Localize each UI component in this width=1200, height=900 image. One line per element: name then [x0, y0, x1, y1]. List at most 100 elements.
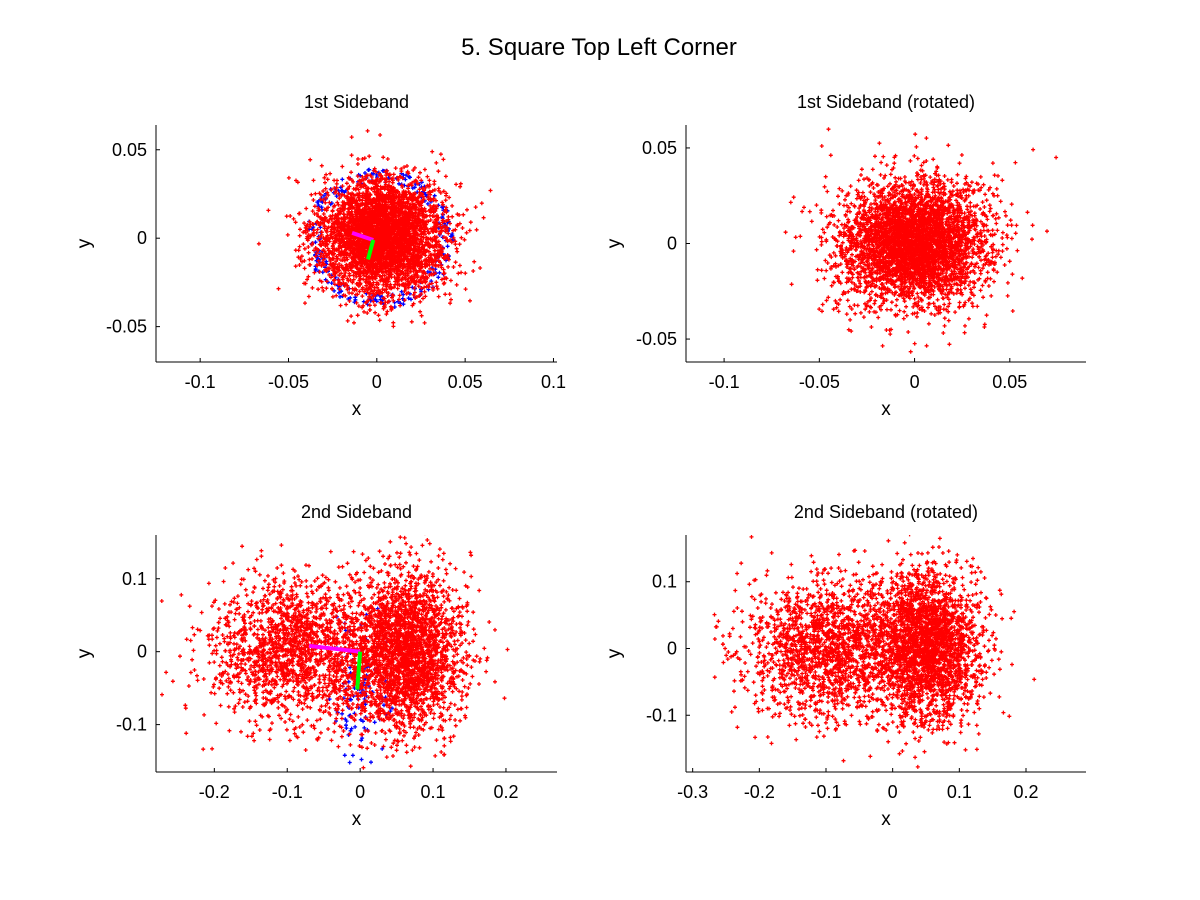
scatter-point — [425, 201, 430, 206]
scatter-point — [346, 200, 351, 205]
scatter-point — [371, 294, 376, 299]
scatter-point — [402, 289, 407, 293]
scatter-point — [329, 275, 333, 280]
scatter-point — [989, 293, 994, 298]
scatter-point — [345, 245, 349, 249]
scatter-point — [338, 294, 342, 299]
scatter-point — [429, 226, 433, 231]
scatter-point — [448, 301, 453, 306]
scatter-point — [472, 259, 477, 264]
scatter-point — [436, 169, 441, 174]
scatter-point — [350, 280, 355, 285]
scatter-point — [449, 297, 453, 302]
scatter-point — [378, 300, 383, 305]
scatter-point — [316, 258, 321, 263]
scatter-point — [337, 268, 342, 273]
scatter-point — [389, 245, 394, 250]
scatter-point — [362, 289, 367, 294]
scatter-point — [467, 228, 472, 233]
scatter-point — [391, 298, 396, 303]
scatter-point — [416, 253, 421, 258]
scatter-point — [427, 213, 432, 218]
scatter-point — [408, 222, 413, 227]
scatter-point — [380, 277, 385, 282]
scatter-point — [417, 187, 422, 192]
scatter-point — [333, 236, 338, 241]
scatter-point — [456, 271, 461, 276]
scatter-point — [342, 206, 347, 211]
scatter-point — [361, 299, 366, 304]
scatter-point — [428, 253, 433, 258]
scatter-point — [339, 216, 344, 221]
scatter-point — [468, 298, 472, 303]
scatter-point — [409, 297, 413, 302]
scatter-point — [307, 219, 312, 224]
scatter-point — [303, 301, 307, 306]
scatter-point — [338, 303, 343, 308]
scatter-point — [453, 260, 458, 265]
scatter-point — [403, 286, 408, 291]
scatter-point — [420, 264, 425, 269]
scatter-point — [367, 291, 372, 296]
scatter-point — [415, 181, 420, 186]
scatter-point — [339, 282, 344, 287]
scatter-point — [463, 271, 468, 276]
scatter-point — [398, 227, 403, 232]
scatter-point — [366, 168, 371, 172]
scatter-point — [429, 281, 434, 286]
scatter-point — [337, 225, 342, 230]
scatter-point — [441, 246, 445, 251]
scatter-point — [852, 303, 857, 308]
series-1 — [783, 127, 1059, 354]
scatter-point — [344, 267, 349, 272]
scatter-point — [403, 209, 407, 214]
scatter-point — [471, 269, 476, 273]
scatter-point — [361, 227, 366, 232]
scatter-point — [294, 178, 298, 183]
scatter-point — [313, 268, 318, 273]
scatter-point — [359, 178, 364, 183]
scatter-point — [446, 264, 451, 269]
scatter-point — [371, 229, 376, 233]
scatter-point — [402, 218, 407, 223]
scatter-point — [334, 259, 339, 264]
scatter-point — [336, 202, 341, 207]
scatter-point — [361, 212, 366, 217]
scatter-point — [419, 262, 424, 267]
scatter-point — [418, 248, 423, 253]
scatter-point — [342, 221, 346, 226]
scatter-point — [382, 219, 387, 223]
scatter-point — [835, 225, 840, 229]
scatter-point — [361, 277, 366, 282]
scatter-point — [406, 296, 411, 301]
scatter-point — [360, 193, 365, 198]
scatter-point — [460, 226, 465, 230]
scatter-point — [321, 189, 326, 193]
scatter-point — [448, 221, 452, 226]
scatter-point — [351, 186, 356, 191]
scatter-point — [392, 229, 397, 234]
scatter-point — [337, 287, 342, 292]
scatter-point — [401, 172, 406, 177]
scatter-point — [420, 192, 425, 197]
scatter-point — [297, 244, 302, 249]
scatter-point — [315, 251, 319, 256]
scatter-point — [349, 242, 354, 247]
scatter-point — [446, 257, 451, 262]
scatter-point — [378, 178, 383, 183]
y-tick-label: 0.05 — [112, 140, 147, 160]
scatter-point — [344, 240, 349, 245]
scatter-point — [355, 250, 360, 255]
scatter-point — [347, 184, 352, 189]
scatter-point — [387, 257, 392, 262]
scatter-point — [428, 197, 433, 202]
scatter-point — [256, 241, 261, 246]
scatter-point — [408, 224, 412, 229]
scatter-point — [326, 237, 331, 242]
scatter-point — [320, 260, 325, 265]
scatter-point — [354, 223, 359, 228]
scatter-point — [334, 181, 339, 186]
scatter-point — [392, 269, 396, 274]
scatter-point — [395, 175, 400, 180]
